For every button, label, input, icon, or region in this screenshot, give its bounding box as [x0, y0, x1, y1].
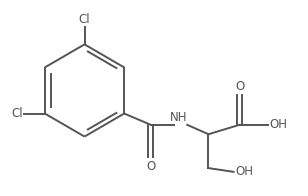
Text: NH: NH [170, 111, 188, 124]
Text: Cl: Cl [79, 14, 90, 26]
Text: OH: OH [235, 165, 253, 178]
Text: O: O [235, 80, 244, 93]
Text: O: O [146, 160, 156, 173]
Text: Cl: Cl [11, 107, 23, 120]
Text: OH: OH [269, 118, 287, 131]
